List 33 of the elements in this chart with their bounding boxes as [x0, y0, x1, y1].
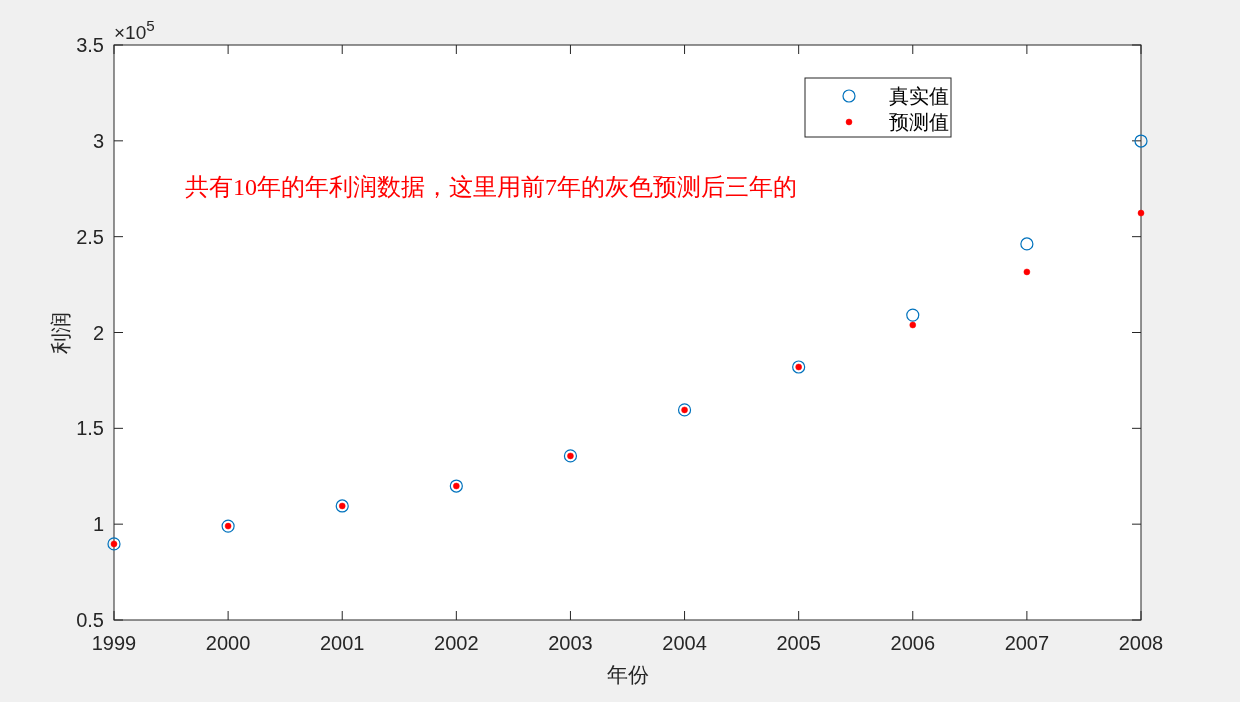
y-tick-label: 1.5 — [76, 417, 104, 440]
point — [906, 308, 920, 322]
y-tick-label: 0.5 — [76, 609, 104, 631]
x-tick-label: 2003 — [548, 632, 593, 654]
x-tick-label: 2007 — [1004, 632, 1050, 654]
y-tick-label: 3.5 — [76, 34, 104, 56]
y-tick-label: 2.5 — [76, 225, 104, 248]
y-tick-label: 3 — [92, 129, 104, 152]
x-tick-label: 2004 — [662, 632, 707, 654]
y-axis-title: 利润 — [49, 311, 72, 354]
x-tick-label: 2006 — [890, 632, 936, 654]
point — [792, 360, 806, 374]
text: ×10$^{5}$ — [114, 16, 155, 43]
y-tick-label: 1 — [92, 513, 104, 536]
point — [677, 403, 692, 417]
legend-label: 预测值 — [889, 111, 949, 133]
point — [1023, 268, 1031, 276]
x-tick-label: 2002 — [434, 632, 479, 654]
point — [909, 321, 917, 329]
point — [449, 479, 463, 493]
point — [1020, 237, 1034, 251]
x-tick-label: 2000 — [205, 632, 251, 654]
x-tick-label: 1999 — [91, 632, 137, 654]
x-axis-title: 年份 — [606, 663, 649, 686]
point — [563, 449, 578, 463]
point — [1134, 134, 1148, 148]
x-tick-label: 2008 — [1118, 632, 1164, 654]
y-tick-label: 2 — [92, 321, 104, 344]
point — [1137, 209, 1145, 217]
x-tick-label: 2001 — [319, 632, 365, 654]
legend-label: 真实值 — [889, 85, 949, 107]
annotation: 共有10年的年利润数据，这里用前7年的灰色预测后三年的 — [185, 174, 797, 200]
x-tick-label: 2005 — [776, 632, 821, 654]
